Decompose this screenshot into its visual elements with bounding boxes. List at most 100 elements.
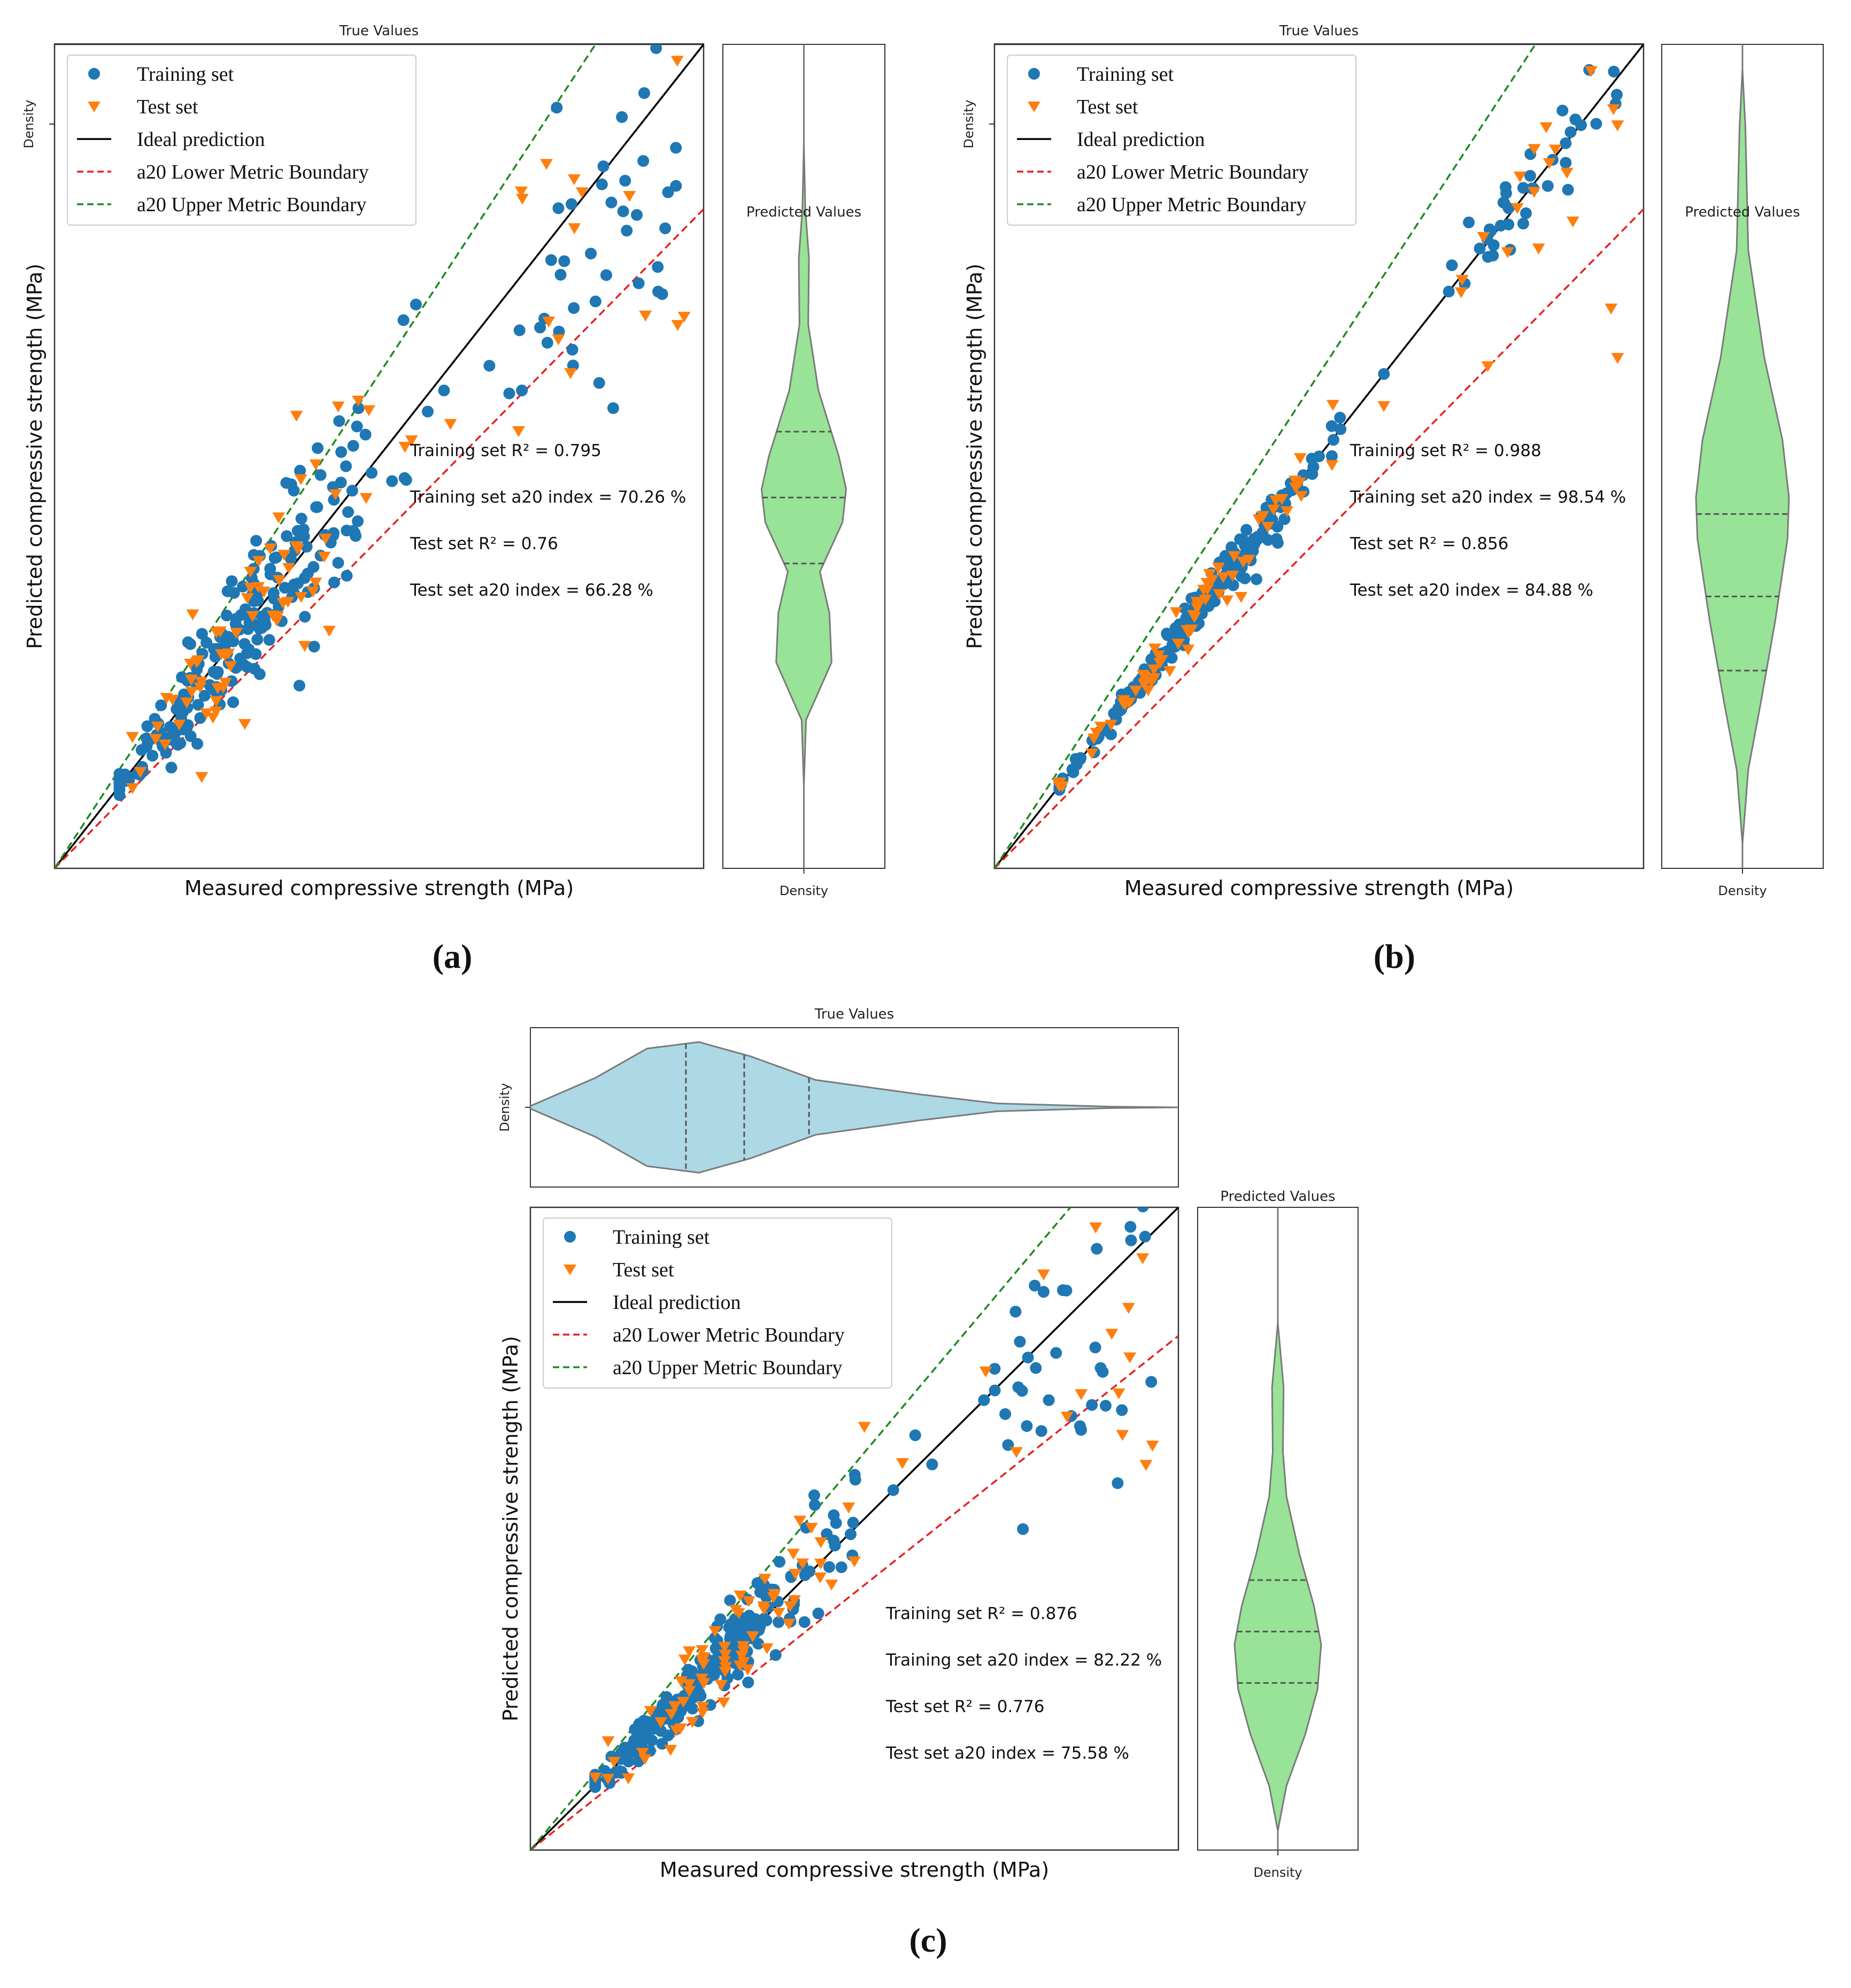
test-point [1611,120,1624,132]
training-point [1306,468,1318,480]
test-point [696,1645,709,1656]
training-point [503,387,515,399]
training-point [308,641,320,653]
training-point [191,738,204,750]
test-point [1289,482,1302,494]
test-point [1560,167,1574,179]
training-point [1250,573,1262,585]
true-values-violin: True Values Density [497,1006,1179,1188]
training-point [808,1499,821,1511]
test-point [191,655,205,666]
test-point [1216,572,1230,583]
test-point [515,194,529,205]
training-point [642,1732,654,1745]
test-point [715,1679,728,1691]
test-point [1037,1269,1050,1281]
test-point [1163,666,1176,677]
training-point [638,87,650,99]
legend-label: Ideal prediction [137,128,265,151]
training-point [1089,1342,1101,1354]
training-point [1009,1306,1022,1318]
training-point [887,1484,899,1496]
test-point [737,1657,751,1668]
test-point [199,708,213,720]
training-point [226,575,238,587]
pred-violin-body [1233,1207,1322,1850]
training-point [568,302,580,314]
training-point [1541,180,1554,192]
panel-label: (b) [1374,937,1415,975]
legend-label: Test set [1077,96,1138,118]
training-point [1500,181,1512,193]
training-point [182,636,194,649]
training-point [335,446,348,458]
legend-test-marker [1028,102,1040,112]
y-axis-label: Predicted compressive strength (MPa) [499,1336,522,1721]
training-point [619,174,631,187]
pred-violin-title: Predicted Values [1685,204,1800,220]
test-point [542,317,556,328]
legend-label: Training set [137,63,234,86]
legend: Training set Test set Ideal prediction a20 … [67,55,417,226]
test-point [289,541,303,552]
test-point [1123,1352,1137,1363]
test-point [1584,66,1598,77]
true-violin-ylabel: Density [21,99,36,148]
test-point [246,611,259,622]
training-point [769,1649,782,1661]
training-point [1239,539,1252,551]
training-point [1569,113,1582,126]
training-point [249,662,261,675]
test-point [1566,217,1579,228]
training-point [165,761,178,774]
training-point [607,402,619,414]
training-point [263,634,275,646]
test-point [736,1641,750,1652]
test-point [793,1515,807,1527]
test-point [273,575,286,587]
training-point [1029,1280,1041,1292]
test-point [281,597,295,608]
training-point [999,1408,1012,1420]
x-axis-label: Measured compressive strength (MPa) [1124,876,1514,900]
test-point [218,650,232,661]
test-point [782,1619,796,1630]
training-point [146,750,159,762]
test-point [217,682,230,694]
training-point [798,1616,811,1628]
test-point [668,1701,681,1713]
test-point [295,592,308,603]
training-point [597,160,610,173]
test-point [1137,669,1150,681]
training-point [1520,207,1532,219]
training-point [258,617,270,629]
test-point [1605,303,1618,315]
test-point [306,586,320,598]
test-point [814,1558,827,1570]
pred-violin-title: Predicted Values [1220,1189,1335,1205]
training-point [397,314,410,326]
stat-test-a20: Test set a20 index = 75.58 % [885,1744,1129,1763]
test-point [719,1650,732,1661]
training-point [250,648,262,660]
training-point [652,286,665,298]
training-point [1590,118,1602,130]
pred-violin-body [1695,44,1790,868]
stat-test-r2: Test set R² = 0.76 [410,534,558,553]
test-point [1145,676,1158,688]
test-point [758,1574,772,1585]
test-point [244,566,257,578]
training-point [422,405,434,418]
test-point [241,593,254,604]
training-point [245,572,258,584]
scatter-plot: Measured compressive strength (MPa) Predi… [499,1206,1179,1882]
test-point [331,401,345,413]
training-point [829,1539,841,1552]
stat-test-a20: Test set a20 index = 84.88 % [1349,581,1593,600]
training-point [1016,1385,1028,1397]
legend-label: a20 Lower Metric Boundary [137,161,369,183]
training-point [248,595,260,607]
training-point [1560,137,1572,149]
training-point [113,783,126,795]
